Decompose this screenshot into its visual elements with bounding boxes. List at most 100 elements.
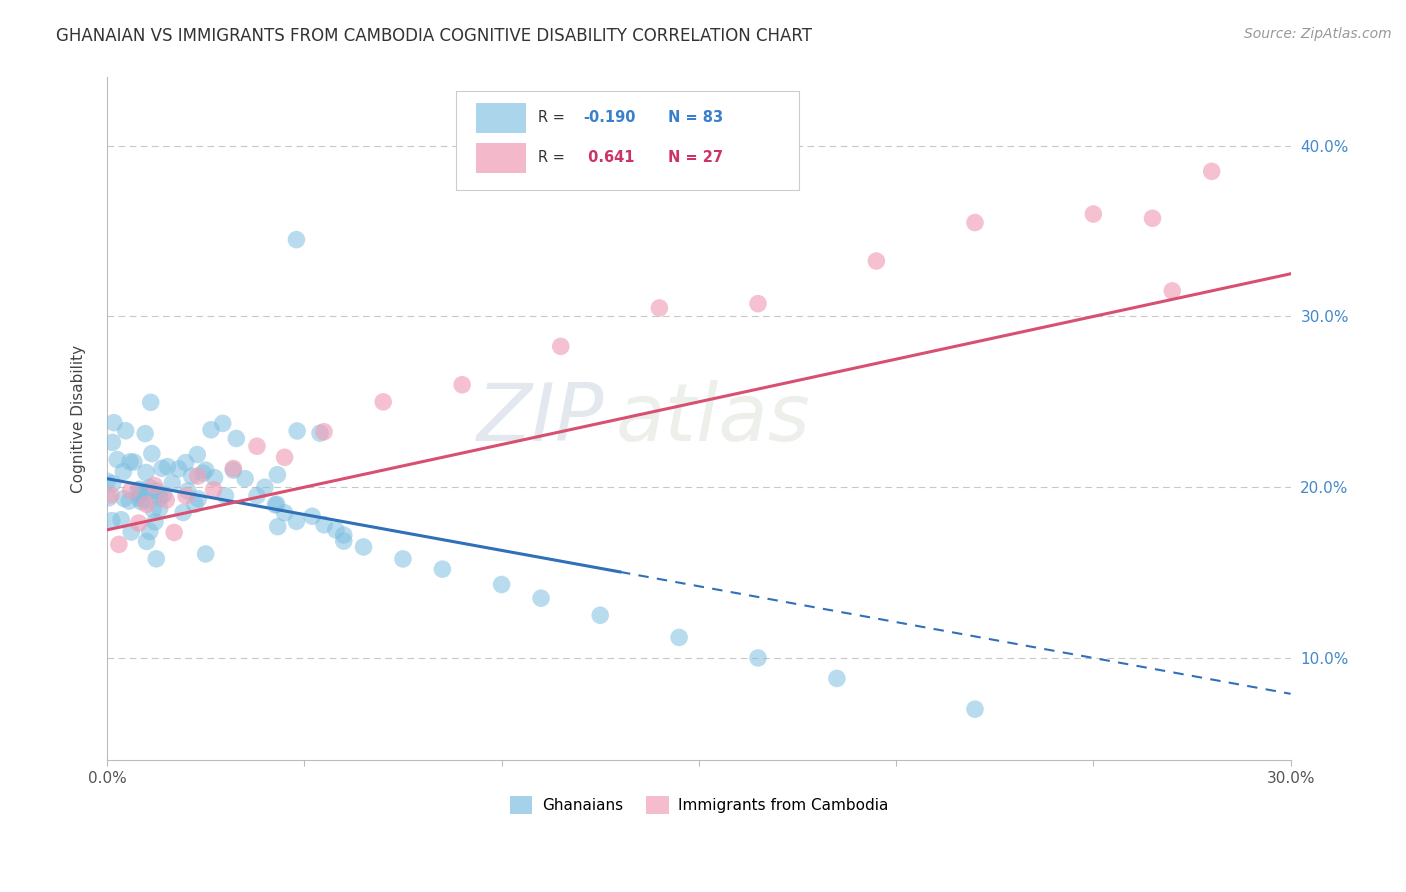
Point (149, 491, 172, 505)
Point (139, 524, 162, 539)
Point (273, 450, 295, 465)
Point (200, 423, 222, 437)
Point (162, 476, 184, 491)
Point (135, 466, 157, 480)
Point (264, 498, 287, 512)
Point (112, 465, 135, 479)
Point (191, 466, 214, 480)
Point (105, 452, 128, 467)
Point (187, 469, 209, 483)
Point (1201, 164, 1223, 178)
Point (145, 483, 167, 498)
Point (135, 497, 157, 511)
Text: -0.190: -0.190 (583, 111, 636, 125)
Point (114, 424, 136, 438)
Point (246, 439, 269, 453)
Point (103, 416, 125, 430)
Point (167, 462, 190, 476)
Point (128, 491, 150, 506)
Point (143, 515, 166, 529)
Text: R =: R = (538, 111, 569, 125)
Point (100, 488, 122, 502)
Point (141, 447, 163, 461)
Point (118, 494, 141, 508)
Point (101, 435, 124, 450)
Point (128, 516, 150, 530)
Point (222, 461, 245, 475)
Point (187, 491, 209, 506)
Point (142, 502, 165, 516)
Point (139, 395, 162, 409)
Text: R =: R = (538, 150, 569, 165)
Point (194, 547, 217, 561)
Point (211, 417, 233, 431)
Point (1142, 211, 1164, 226)
Point (1083, 207, 1105, 221)
Text: N = 83: N = 83 (668, 111, 723, 125)
Point (129, 487, 152, 501)
Point (392, 552, 415, 566)
Text: atlas: atlas (616, 380, 811, 458)
Point (333, 528, 356, 542)
Point (163, 525, 186, 540)
Point (222, 463, 245, 477)
Point (152, 488, 174, 502)
Point (747, 296, 769, 310)
Point (253, 480, 276, 494)
Point (373, 394, 395, 409)
Point (312, 425, 335, 439)
Point (129, 483, 152, 497)
Point (266, 467, 288, 482)
Point (134, 426, 156, 441)
Point (273, 506, 295, 520)
Point (101, 514, 124, 528)
Text: GHANAIAN VS IMMIGRANTS FROM CAMBODIA COGNITIVE DISABILITY CORRELATION CHART: GHANAIAN VS IMMIGRANTS FROM CAMBODIA COG… (56, 27, 813, 45)
Point (225, 432, 247, 446)
Y-axis label: Cognitive Disability: Cognitive Disability (72, 345, 86, 493)
Point (648, 301, 671, 315)
Point (550, 339, 572, 353)
Point (432, 562, 454, 576)
Point (149, 501, 172, 516)
Point (172, 506, 194, 520)
Point (122, 455, 145, 469)
Point (825, 672, 848, 686)
Point (246, 489, 269, 503)
Point (353, 540, 375, 554)
Point (145, 551, 167, 566)
Text: N = 27: N = 27 (668, 150, 723, 165)
Point (150, 461, 173, 475)
Point (96, 475, 118, 489)
Point (285, 424, 308, 438)
Point (118, 455, 141, 469)
FancyBboxPatch shape (456, 91, 800, 190)
Point (194, 463, 217, 477)
Point (865, 254, 887, 268)
Legend: Ghanaians, Immigrants from Cambodia: Ghanaians, Immigrants from Cambodia (509, 796, 889, 814)
Point (530, 591, 553, 606)
Point (101, 476, 124, 491)
Point (491, 577, 513, 591)
Point (285, 233, 308, 247)
Point (233, 472, 256, 486)
Point (589, 608, 612, 623)
Point (333, 534, 356, 549)
Point (135, 534, 157, 549)
Point (180, 469, 202, 483)
Point (110, 513, 132, 527)
Point (1161, 284, 1184, 298)
Point (312, 517, 335, 532)
Point (156, 459, 179, 474)
Point (143, 478, 166, 492)
Point (267, 519, 290, 533)
Point (285, 514, 308, 528)
Point (963, 216, 986, 230)
Point (184, 497, 207, 511)
Point (186, 448, 208, 462)
Point (747, 651, 769, 665)
Text: Source: ZipAtlas.com: Source: ZipAtlas.com (1244, 27, 1392, 41)
Point (134, 493, 156, 508)
Text: ZIP: ZIP (477, 380, 605, 458)
Point (129, 494, 152, 508)
Point (149, 487, 172, 501)
